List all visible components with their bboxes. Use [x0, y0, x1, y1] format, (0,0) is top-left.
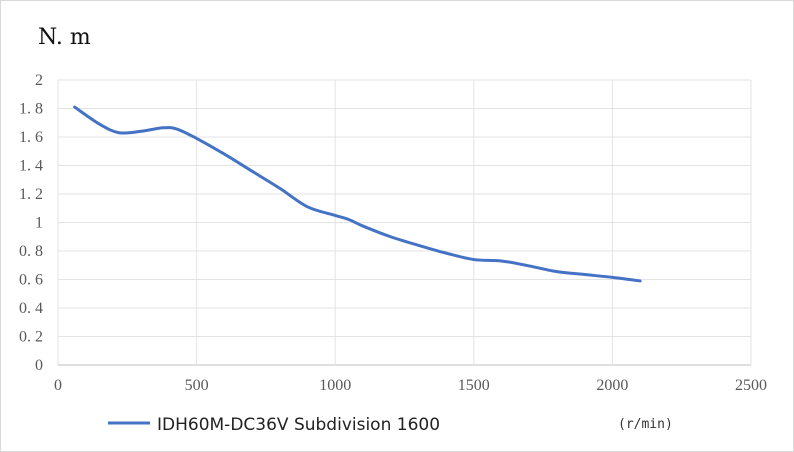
- y-tick-label: 0. 6: [19, 272, 43, 289]
- x-tick-label: 2500: [735, 377, 767, 394]
- legend-label: IDH60M-DC36V Subdivision 1600: [157, 415, 440, 435]
- legend: IDH60M-DC36V Subdivision 1600: [108, 415, 440, 435]
- y-unit-label: N. m: [38, 25, 91, 50]
- x-tick-label: 1000: [319, 377, 351, 394]
- series-group: [73, 105, 642, 283]
- y-tick-label: 0. 4: [19, 300, 43, 317]
- series-line: [73, 105, 642, 283]
- x-unit-label: (r/min): [618, 417, 673, 432]
- grid: [57, 79, 752, 366]
- y-tick-label: 1. 4: [19, 158, 43, 175]
- x-tick-label: 1500: [458, 377, 490, 394]
- y-tick-label: 1. 6: [19, 129, 43, 146]
- y-tick-label: 0. 2: [19, 329, 43, 346]
- x-tick-label: 0: [54, 377, 62, 394]
- x-tick-labels: 0 500 1000 1500 2000 2500: [54, 377, 767, 394]
- x-tick-label: 500: [185, 377, 209, 394]
- y-tick-label: 1: [35, 215, 43, 232]
- y-tick-label: 2: [35, 72, 43, 89]
- x-tick-label: 2000: [596, 377, 628, 394]
- y-tick-label: 1. 2: [19, 186, 43, 203]
- y-tick-label: 1. 8: [19, 101, 43, 118]
- y-tick-label: 0. 8: [19, 243, 43, 260]
- y-tick-labels: 0 0. 2 0. 4 0. 6 0. 8 1 1. 2 1. 4 1. 6 1. 8 2: [19, 72, 43, 374]
- y-tick-label: 0: [35, 357, 43, 374]
